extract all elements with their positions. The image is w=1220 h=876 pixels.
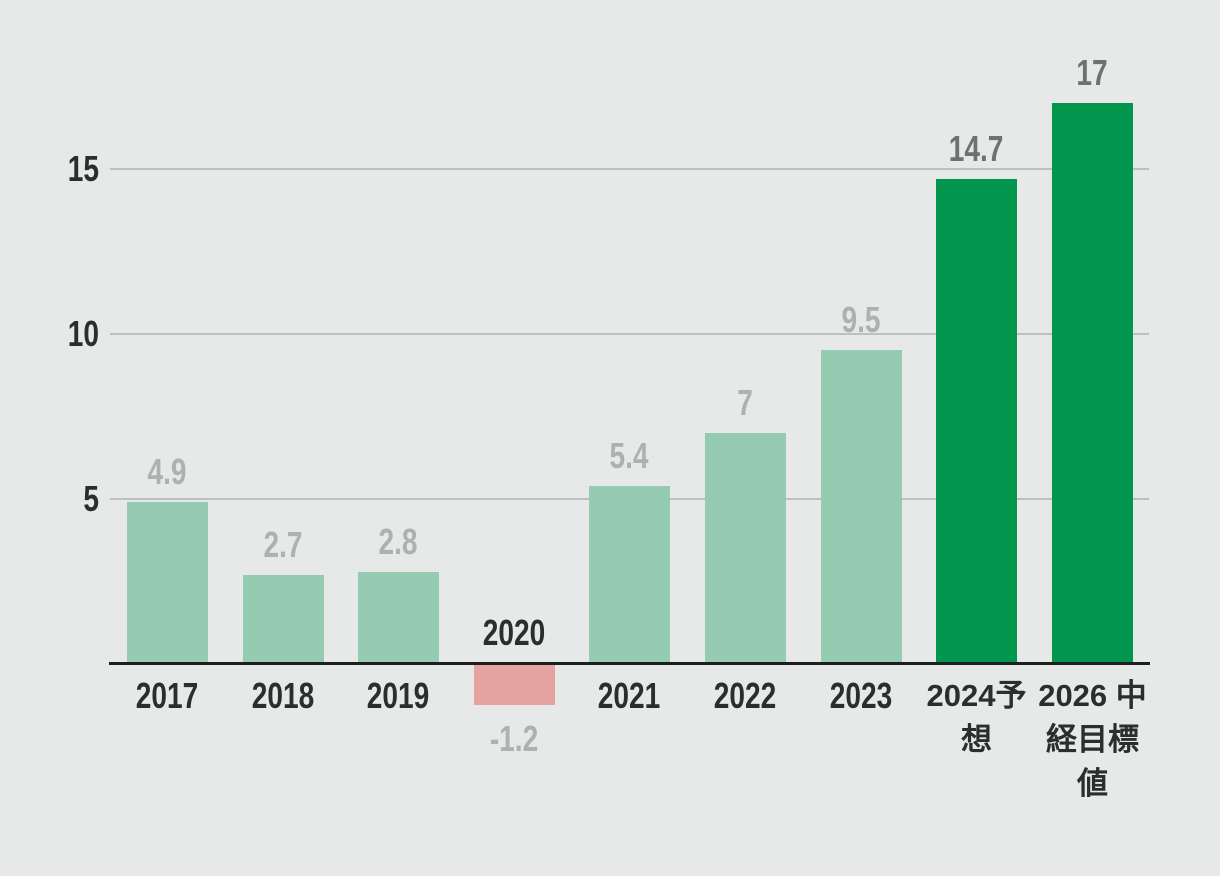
bar-value-label: -1.2: [490, 718, 539, 759]
gridline: [110, 168, 1149, 170]
y-tick-label: 15: [67, 148, 99, 189]
bar-value-label: 9.5: [841, 299, 882, 340]
category-label-2019: 2019: [367, 675, 430, 716]
bar-2019: [358, 572, 439, 664]
category-label-2021: 2021: [598, 675, 661, 716]
bar-2022: [705, 433, 786, 664]
category-label-2018: 2018: [252, 675, 315, 716]
x-axis-line: [109, 662, 1150, 665]
bar-value-label: 2.7: [263, 524, 304, 565]
category-label-2023: 2023: [830, 675, 893, 716]
bar-value-label: 2.8: [378, 521, 419, 562]
bar-2023: [821, 350, 902, 664]
bar-2017: [127, 502, 208, 664]
bar-2018: [243, 575, 324, 664]
bar-value-label: 7: [737, 382, 754, 423]
category-label-2020: 2020: [483, 612, 546, 653]
category-label-2024予想: 2024予想: [926, 678, 1027, 757]
category-label-2026 中経目標値: 2026 中経目標値: [1038, 678, 1147, 801]
bar-2020: [474, 665, 555, 705]
category-label-2017: 2017: [136, 675, 199, 716]
bar-value-label: 17: [1076, 52, 1109, 93]
y-tick-label: 5: [83, 478, 99, 519]
bar-2024予想: [936, 179, 1017, 664]
bar-value-label: 14.7: [949, 128, 1004, 169]
bar-2026 中経目標値: [1052, 103, 1133, 664]
bar-value-label: 4.9: [147, 451, 188, 492]
gridline: [110, 333, 1149, 335]
y-tick-label: 10: [67, 313, 99, 354]
category-label-2022: 2022: [714, 675, 777, 716]
bar-value-label: 5.4: [609, 435, 650, 476]
bar-2021: [589, 486, 670, 664]
